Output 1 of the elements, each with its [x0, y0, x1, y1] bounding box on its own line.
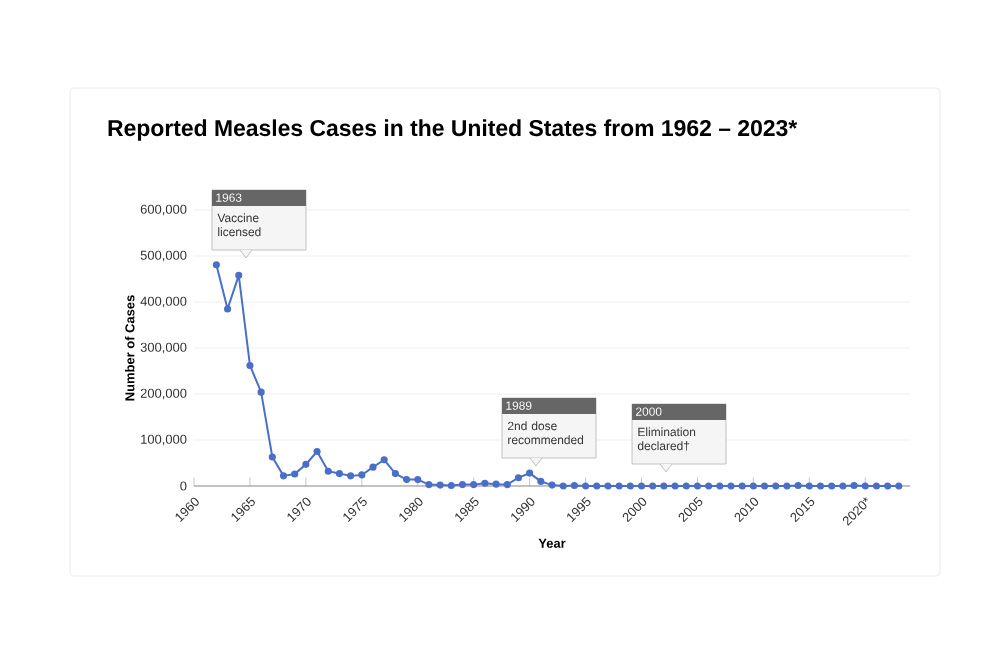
chart-title: Reported Measles Cases in the United States from 1962 – 2023* [108, 119, 798, 141]
